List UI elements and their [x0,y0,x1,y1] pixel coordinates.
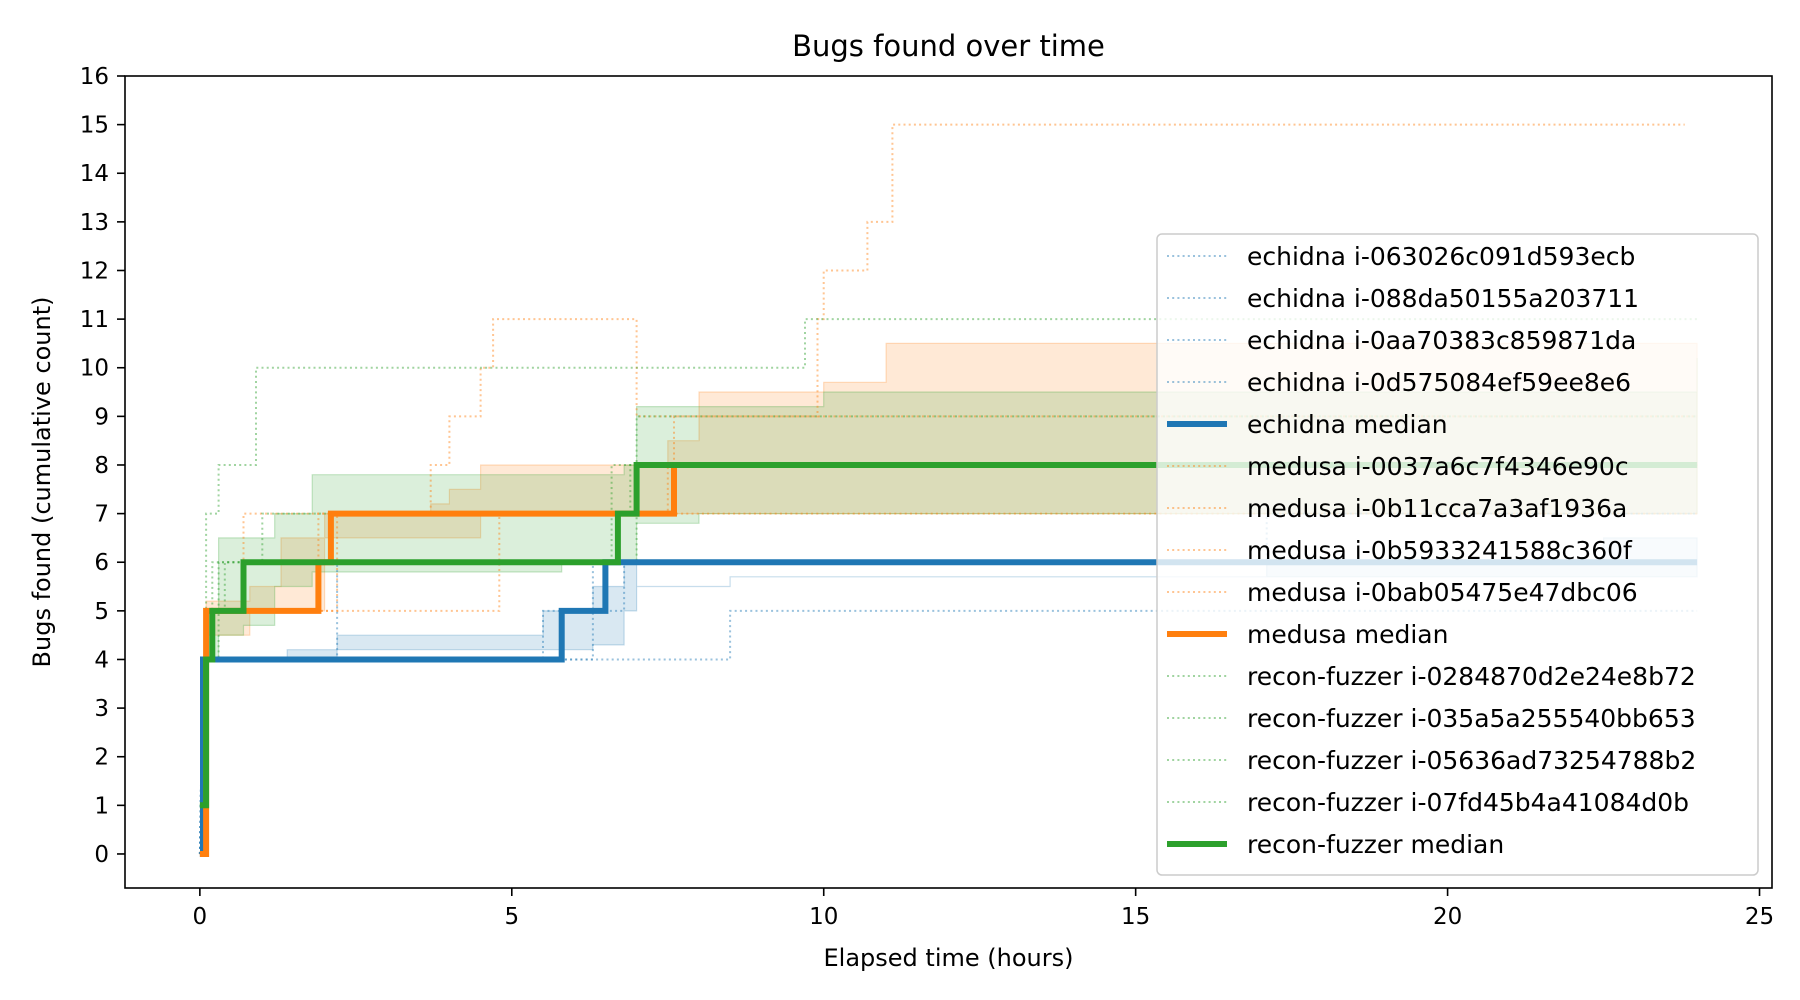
x-axis-title: Elapsed time (hours) [824,944,1074,972]
series-line-recon-fuzzer-median [199,462,1698,809]
legend-label: recon-fuzzer i-0284870d2e24e8b72 [1247,662,1696,691]
y-tick-label: 4 [94,647,109,673]
medians-layer [199,462,1698,857]
y-tick-label: 14 [80,161,109,187]
y-tick-label: 3 [94,696,109,722]
legend-label: medusa i-0037a6c7f4346e90c [1247,452,1629,481]
y-tick-label: 9 [94,404,109,430]
legend-item: echidna i-0aa70383c859871da [1167,326,1636,355]
legend-label: medusa i-0b11cca7a3af1936a [1247,494,1627,523]
legend-item: medusa i-0b5933241588c360f [1167,536,1633,565]
y-tick-label: 13 [80,210,109,236]
x-tick-label: 10 [809,904,838,930]
y-tick-label: 0 [94,842,109,868]
series-line-medusa-run-6 [199,512,1698,855]
x-tick-label: 0 [193,904,208,930]
legend-item: recon-fuzzer i-0284870d2e24e8b72 [1167,662,1696,691]
y-tick-label: 7 [94,502,109,528]
legend-item: recon-fuzzer i-07fd45b4a41084d0b [1167,788,1689,817]
legend-label: echidna i-088da50155a203711 [1247,284,1639,313]
legend-label: echidna i-063026c091d593ecb [1247,242,1635,271]
x-tick-label: 25 [1745,904,1774,930]
y-tick-label: 8 [94,453,109,479]
legend-label: recon-fuzzer i-07fd45b4a41084d0b [1247,788,1689,817]
y-tick-label: 2 [94,745,109,771]
y-tick-label: 10 [80,356,109,382]
legend-item: medusa median [1167,620,1448,649]
legend-item: recon-fuzzer median [1167,830,1504,859]
legend-item: echidna i-0d575084ef59ee8e6 [1167,368,1631,397]
series-line-echidna-run-0 [198,609,1698,855]
legend-item: medusa i-0b11cca7a3af1936a [1167,494,1627,523]
chart-title: Bugs found over time [792,29,1105,63]
y-tick-label: 1 [94,793,109,819]
y-tick-label: 16 [80,64,109,90]
y-tick-label: 11 [80,307,109,333]
x-tick-label: 20 [1433,904,1462,930]
series-line-recon-fuzzer-run-13 [199,415,1698,807]
series-line-medusa-run-5 [199,415,1698,855]
legend-label: echidna i-0d575084ef59ee8e6 [1247,368,1631,397]
legend-label: medusa median [1247,620,1448,649]
legend-label: medusa i-0bab05475e47dbc06 [1247,578,1638,607]
x-axis: 0 5 10 15 20 25 [193,888,1774,930]
legend-label: medusa i-0b5933241588c360f [1247,536,1633,565]
legend-item: medusa i-0bab05475e47dbc06 [1167,578,1638,607]
legend-label: echidna i-0aa70383c859871da [1247,326,1636,355]
legend-label: echidna median [1247,410,1448,439]
plot-frame [124,75,1773,889]
legend-label: recon-fuzzer i-035a5a255540bb653 [1247,704,1696,733]
legend-item: echidna i-063026c091d593ecb [1167,242,1635,271]
legend-label: recon-fuzzer median [1247,830,1504,859]
legend-item: recon-fuzzer i-035a5a255540bb653 [1167,704,1696,733]
legend-item: echidna median [1167,410,1448,439]
legend-item: echidna i-088da50155a203711 [1167,284,1639,313]
legend-box [1156,233,1759,876]
x-tick-label: 5 [504,904,519,930]
y-tick-label: 6 [94,550,109,576]
legend: echidna i-063026c091d593ecb echidna i-088… [1156,233,1759,876]
series-line-echidna-median [199,559,1698,857]
y-tick-label: 12 [80,258,109,284]
x-tick-label: 15 [1121,904,1150,930]
legend-item: medusa i-0037a6c7f4346e90c [1167,452,1629,481]
legend-item: recon-fuzzer i-05636ad73254788b2 [1167,746,1696,775]
series-line-medusa-run-7 [199,464,1698,855]
y-axis-title: Bugs found (cumulative count) [28,297,56,668]
legend-label: recon-fuzzer i-05636ad73254788b2 [1247,746,1696,775]
y-tick-label: 5 [94,599,109,625]
y-tick-label: 15 [80,113,109,139]
